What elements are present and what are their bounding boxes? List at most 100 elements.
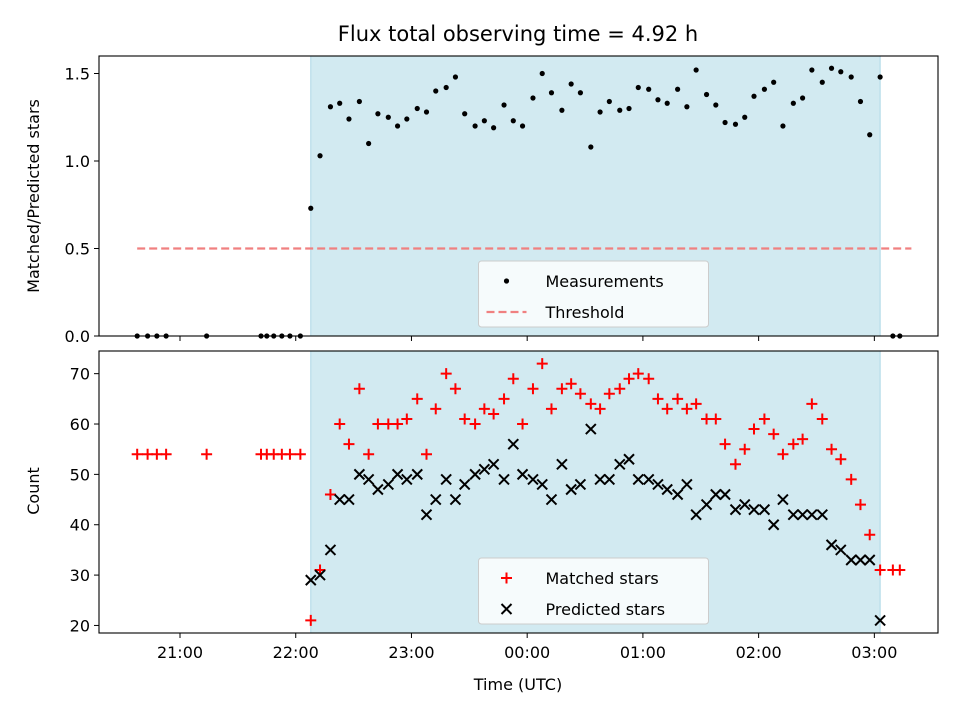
bottom-series-matched-stars-point <box>545 403 557 415</box>
bottom-ytick-label: 50 <box>70 465 90 484</box>
bottom-series-matched-stars-point <box>294 448 306 460</box>
bottom-series-predicted-stars-point <box>391 468 404 481</box>
bottom-series-predicted-stars-point <box>430 493 442 506</box>
top-series-measurements-point <box>356 98 362 105</box>
bottom-ytick-label: 70 <box>70 365 90 384</box>
bottom-series-matched-stars-point <box>787 438 799 450</box>
top-series-measurements-point <box>800 95 806 101</box>
bottom-series-predicted-stars-point <box>585 423 597 435</box>
bottom-legend-matched-stars-label: Matched stars <box>546 569 659 588</box>
bottom-axes-frame <box>98 350 939 634</box>
top-series-measurements-point <box>530 95 536 101</box>
top-series-measurements-point <box>722 119 728 126</box>
bottom-chart-ylabel: Count <box>24 467 43 515</box>
bottom-series-matched-stars-point <box>343 438 355 450</box>
bottom-series-matched-stars-point <box>478 403 490 415</box>
bottom-series-predicted-stars-point <box>487 458 500 471</box>
top-series-measurements-point <box>539 70 545 77</box>
bottom-series-matched-stars-point <box>661 403 673 415</box>
bottom-series-matched-stars-point <box>488 408 500 420</box>
top-series-measurements-point <box>462 111 468 117</box>
top-chart-title: Flux total observing time = 4.92 h <box>338 22 698 46</box>
bottom-series-predicted-stars-point <box>401 473 413 486</box>
bottom-series-predicted-stars-point <box>372 483 384 496</box>
bottom-series-predicted-stars-point <box>314 569 326 581</box>
top-series-measurements-point <box>510 118 516 124</box>
bottom-series-matched-stars-point <box>739 443 751 455</box>
top-series-measurements-point <box>308 205 314 211</box>
bottom-series-matched-stars-point <box>201 448 213 460</box>
bottom-series-matched-stars-point <box>864 529 876 541</box>
bottom-xtick-label: 00:00 <box>504 643 550 662</box>
bottom-series-predicted-stars-point <box>516 468 529 481</box>
top-series-measurements-point <box>375 111 381 117</box>
top-series-measurements-point <box>635 84 641 91</box>
top-series-measurements-point <box>385 114 391 120</box>
bottom-series-matched-stars-point <box>401 413 413 425</box>
top-series-measurements-point <box>790 100 796 106</box>
bottom-series-matched-stars-point <box>498 393 510 405</box>
bottom-series-predicted-stars-point <box>353 468 366 481</box>
bottom-ytick-label: 20 <box>70 616 90 635</box>
bottom-series-predicted-stars-point <box>710 488 722 501</box>
bottom-series-predicted-stars-point <box>690 508 702 521</box>
bottom-series-predicted-stars-point <box>700 498 713 511</box>
bottom-legend-predicted-stars-label: Predicted stars <box>546 600 666 619</box>
bottom-series-matched-stars-point <box>652 393 664 405</box>
bottom-series-predicted-stars-point <box>507 438 519 450</box>
top-series-measurements-point <box>819 79 825 85</box>
top-series-measurements-point <box>646 86 652 92</box>
top-series-measurements-point <box>433 88 439 94</box>
bottom-series-matched-stars-point <box>797 433 809 445</box>
bottom-series-matched-stars-point <box>142 448 154 460</box>
top-series-measurements-point <box>423 109 430 115</box>
bottom-series-matched-stars-point <box>392 418 404 430</box>
top-series-measurements-point <box>617 107 623 113</box>
bottom-series-matched-stars-point <box>284 448 296 460</box>
bottom-series-matched-stars-point <box>816 413 828 425</box>
bottom-series-matched-stars-point <box>382 418 394 430</box>
bottom-series-predicted-stars-point <box>305 574 317 586</box>
bottom-series-predicted-stars-point <box>333 493 346 506</box>
top-ytick-label: 1.5 <box>65 65 90 84</box>
top-chart-ylabel: Matched/Predicted stars <box>24 99 43 293</box>
bottom-series-matched-stars-point <box>672 393 684 405</box>
bottom-series-predicted-stars-point <box>324 544 337 556</box>
top-series-measurements-point <box>394 123 401 129</box>
bottom-series-matched-stars-point <box>411 393 423 405</box>
top-series-measurements-point <box>742 114 748 120</box>
bottom-xtick-label: 21:00 <box>157 643 203 662</box>
bottom-series-matched-stars-point <box>160 448 172 460</box>
bottom-series-predicted-stars-point <box>729 503 742 516</box>
bottom-series-predicted-stars-point <box>382 478 395 491</box>
bottom-series-predicted-stars-point <box>787 508 800 521</box>
top-series-measurements-point <box>577 90 584 96</box>
bottom-series-predicted-stars-point <box>527 473 539 486</box>
bottom-series-matched-stars-point <box>719 438 731 450</box>
bottom-ytick-label: 60 <box>70 415 90 434</box>
top-series-measurements-point <box>684 104 690 110</box>
top-series-measurements-point <box>780 123 786 129</box>
bottom-series-matched-stars-point <box>710 413 722 425</box>
bottom-series-matched-stars-point <box>681 403 693 415</box>
bottom-series-predicted-stars-point <box>594 473 606 486</box>
top-series-measurements-point <box>597 109 603 115</box>
bottom-legend-predicted-stars-marker <box>500 603 513 615</box>
bottom-series-matched-stars-point <box>151 448 163 460</box>
bottom-series-matched-stars-point <box>440 368 452 380</box>
bottom-series-predicted-stars-point <box>478 463 491 476</box>
top-series-measurements-point <box>327 104 334 110</box>
bottom-series-matched-stars-point <box>758 413 770 425</box>
top-series-measurements-point <box>703 91 710 98</box>
bottom-xtick-label: 02:00 <box>736 643 782 662</box>
top-axes-frame <box>98 55 939 337</box>
bottom-series-predicted-stars-point <box>854 554 867 566</box>
top-series-measurements-point <box>877 74 883 80</box>
bottom-series-matched-stars-point <box>353 383 365 395</box>
bottom-series-predicted-stars-point <box>498 473 510 486</box>
bottom-series-predicted-stars-point <box>362 473 375 486</box>
bottom-series-predicted-stars-point <box>411 468 423 481</box>
bottom-series-predicted-stars-point <box>767 519 780 531</box>
top-legend <box>478 260 709 328</box>
